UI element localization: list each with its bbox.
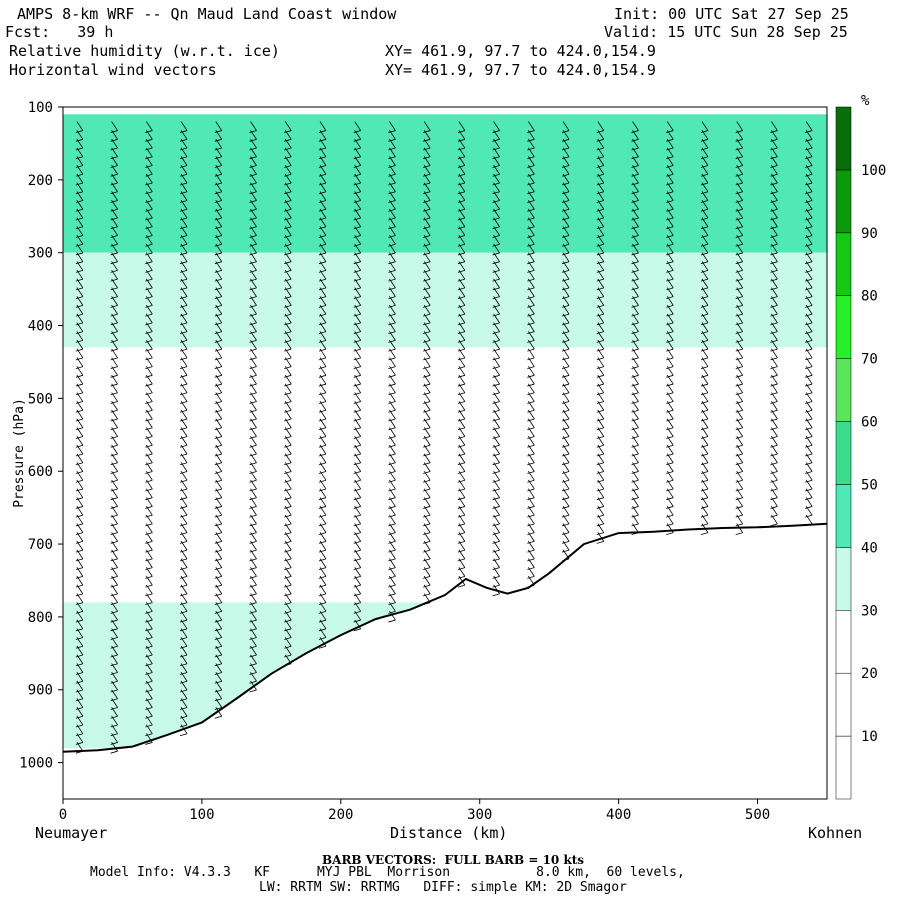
xy-range-2: XY= 461.9, 97.7 to 424.0,154.9 [385,61,656,79]
colorbar-swatch [835,547,852,611]
barb-column-19 [735,121,744,536]
colorbar: 10 20 30 40 50 60 70 80 90 100% [835,93,886,800]
barb-column-6 [284,121,292,667]
y-tick-label: 600 [28,464,53,480]
colorbar-swatch [835,735,852,800]
colorbar-swatch [835,232,852,296]
x-tick-label: 500 [745,807,770,823]
y-tick-label: 1000 [19,756,53,772]
colorbar-swatch [835,484,852,548]
field-label-rh: Relative humidity (w.r.t. ice) [9,42,280,60]
rh-band-2 [63,602,827,749]
colorbar-label: 70 [861,352,878,368]
colorbar-label: 10 [861,729,878,745]
x-tick-label: 400 [606,807,631,823]
model-info-line1: Model Info: V4.3.3 KF MYJ PBL Morrison 8… [90,865,685,880]
plot-title: AMPS 8-km WRF -- Qn Maud Land Coast wind… [17,5,397,23]
forecast-hour: Fcst: 39 h [5,23,114,41]
x-tick-label: 300 [467,807,492,823]
colorbar-unit: % [861,93,870,109]
y-tick-label: 500 [28,391,53,407]
colorbar-label: 50 [861,477,878,493]
y-tick-label: 300 [28,246,53,262]
plot-frame [62,106,828,800]
colorbar-label: 30 [861,603,878,619]
x-right-label: Kohnen [808,824,863,842]
colorbar-label: 40 [861,540,878,556]
barb-column-21 [805,121,813,527]
colorbar-swatch [835,672,852,737]
barb-column-20 [770,121,778,527]
barb-column-2 [145,121,153,745]
barb-column-4 [214,121,223,719]
colorbar-label: 100 [861,163,886,179]
axes: 0 100 200 300 400 500 100 200 300 400 500 600 700 800… [19,100,770,823]
colorbar-swatch [835,106,852,171]
colorbar-label: 90 [861,226,878,242]
colorbar-swatch [835,421,852,485]
barb-column-14 [561,121,570,562]
y-tick-label: 900 [28,683,53,699]
x-tick-label: 0 [59,807,67,823]
colorbar-label: 20 [861,666,878,682]
y-axis-title: Pressure (hPa) [12,398,27,508]
rh-band-0 [63,114,827,253]
barb-column-12 [492,121,500,597]
terrain-line [62,522,828,753]
y-tick-label: 100 [28,100,53,116]
x-axis-title: Distance (km) [390,824,508,842]
barb-column-0 [75,121,84,754]
barb-column-1 [110,121,118,754]
barb-column-9 [388,121,396,623]
barb-column-16 [631,121,639,536]
colorbar-swatch [835,610,852,674]
barb-column-3 [179,121,188,737]
init-time: Init: 00 UTC Sat 27 Sep 25 [614,5,849,23]
valid-time: Valid: 15 UTC Sun 28 Sep 25 [604,23,848,41]
colorbar-swatch [835,358,852,422]
colorbar-label: 60 [861,415,878,431]
barb-column-17 [666,121,674,536]
y-tick-label: 700 [28,537,53,553]
rh-atmosphere [63,114,827,749]
y-tick-label: 400 [28,319,53,335]
colorbar-swatch [835,169,852,234]
barb-column-15 [596,121,605,544]
barb-column-5 [249,121,257,693]
rh-band-1 [63,252,827,348]
wind-barb-layer [75,121,813,754]
barb-column-18 [700,121,709,536]
x-tick-label: 200 [328,807,353,823]
x-tick-label: 100 [189,807,214,823]
field-label-wind: Horizontal wind vectors [9,61,217,79]
rh-fill-layer [63,114,827,749]
x-left-label: Neumayer [35,824,108,842]
y-tick-label: 200 [28,173,53,189]
colorbar-label: 80 [861,289,878,305]
model-info-line2: LW: RRTM SW: RRTMG DIFF: simple KM: 2D S… [259,880,627,895]
barb-column-7 [318,121,327,649]
barb-column-13 [527,121,535,588]
colorbar-swatch [835,295,852,359]
barb-column-11 [457,121,466,588]
barb-legend: BARB VECTORS: FULL BARB = 10 kts [322,853,585,867]
xy-range-1: XY= 461.9, 97.7 to 424.0,154.9 [385,42,656,60]
y-tick-label: 800 [28,610,53,626]
